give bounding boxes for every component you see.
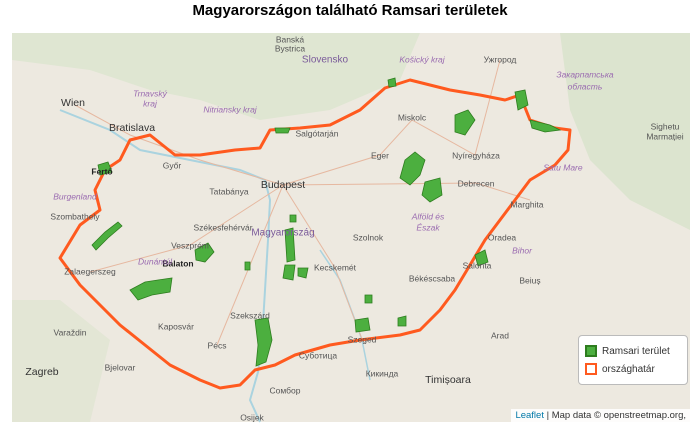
- place-label: Nitriansky kraj: [203, 104, 257, 114]
- place-label: Budapest: [261, 179, 305, 191]
- legend: Ramsari terület országhatár: [578, 335, 688, 385]
- terrain: [12, 300, 110, 422]
- attribution-text: | Map data © openstreetmap.org,: [546, 410, 686, 421]
- place-label: Kecskemét: [314, 262, 357, 272]
- place-label: Debrecen: [458, 178, 495, 188]
- terrain: [12, 33, 420, 120]
- place-labels: Banská Bystrica Slovensko Košický kraj У…: [25, 34, 683, 422]
- legend-swatch: [585, 345, 597, 357]
- place-label: Szombathely: [50, 211, 100, 221]
- river: [59, 109, 272, 423]
- place-label: Marmației: [646, 131, 683, 141]
- place-label: Kaposvár: [158, 321, 194, 331]
- place-label: Salgótarján: [295, 128, 338, 138]
- country-border: [58, 78, 572, 390]
- place-label: Fertő: [91, 166, 112, 176]
- place-label: Wien: [61, 97, 85, 109]
- place-label: Észak: [416, 222, 440, 232]
- place-label: область: [568, 81, 603, 91]
- attribution: Leaflet | Map data © openstreetmap.org,: [511, 409, 690, 422]
- place-label: Osijek: [240, 412, 264, 422]
- place-label: Oradea: [488, 232, 517, 242]
- legend-item: Ramsari terület: [585, 342, 681, 360]
- place-label: Alföld és: [411, 211, 445, 221]
- place-label: Békéscsaba: [409, 273, 456, 283]
- place-label: Satu Mare: [543, 162, 582, 172]
- place-label: Burgenland: [53, 191, 97, 201]
- place-label: Slovensko: [302, 55, 349, 66]
- place-label: Zalaegerszeg: [64, 266, 116, 276]
- place-label: Суботица: [299, 350, 337, 360]
- place-label: kraj: [143, 98, 158, 108]
- leaflet-link[interactable]: Leaflet: [515, 410, 544, 421]
- place-label: Nyíregyháza: [452, 150, 500, 160]
- place-label: Szekszárd: [230, 310, 270, 320]
- place-label: Arad: [491, 330, 509, 340]
- place-label: Győr: [163, 160, 182, 170]
- place-label: Beiuș: [519, 275, 540, 285]
- place-label: Balaton: [162, 258, 193, 268]
- place-label: Székesfehérvár: [193, 222, 252, 232]
- place-label: Szolnok: [353, 232, 384, 242]
- place-label: Zagreb: [25, 366, 58, 378]
- place-label: Salonta: [463, 260, 492, 270]
- place-label: Banská: [276, 34, 305, 44]
- place-label: Magyarország: [251, 228, 314, 239]
- legend-label: Ramsari terület: [602, 345, 670, 357]
- place-label: Košický kraj: [399, 54, 445, 64]
- title: Magyarországon található Ramsari terület…: [192, 2, 508, 19]
- place-label: Bystrica: [275, 43, 306, 53]
- place-label: Pécs: [208, 340, 227, 350]
- legend-swatch: [585, 363, 597, 375]
- place-label: Szeged: [348, 334, 377, 344]
- place-label: Sighetu: [651, 121, 680, 131]
- place-label: Сомбор: [270, 385, 301, 395]
- place-label: Eger: [371, 150, 389, 160]
- ramsar-areas: [91, 77, 562, 367]
- place-label: Marghita: [510, 199, 543, 209]
- legend-item: országhatár: [585, 360, 681, 378]
- legend-label: országhatár: [602, 363, 655, 375]
- place-label: Trnavský: [133, 88, 168, 98]
- place-label: Bratislava: [109, 122, 155, 134]
- place-label: Bjelovar: [105, 362, 136, 372]
- place-label: Miskolc: [398, 112, 427, 122]
- terrain: [560, 33, 690, 230]
- place-label: Bihor: [512, 245, 533, 255]
- place-label: Tatabánya: [209, 186, 248, 196]
- place-label: Varaždin: [54, 327, 87, 337]
- place-label: Timișoara: [425, 374, 471, 386]
- place-label: Закарпатська: [556, 69, 614, 79]
- place-label: Кикинда: [366, 368, 399, 378]
- place-label: Dunántúl: [138, 256, 173, 266]
- place-label: Ужгород: [484, 54, 517, 64]
- place-label: Veszprém: [171, 240, 209, 250]
